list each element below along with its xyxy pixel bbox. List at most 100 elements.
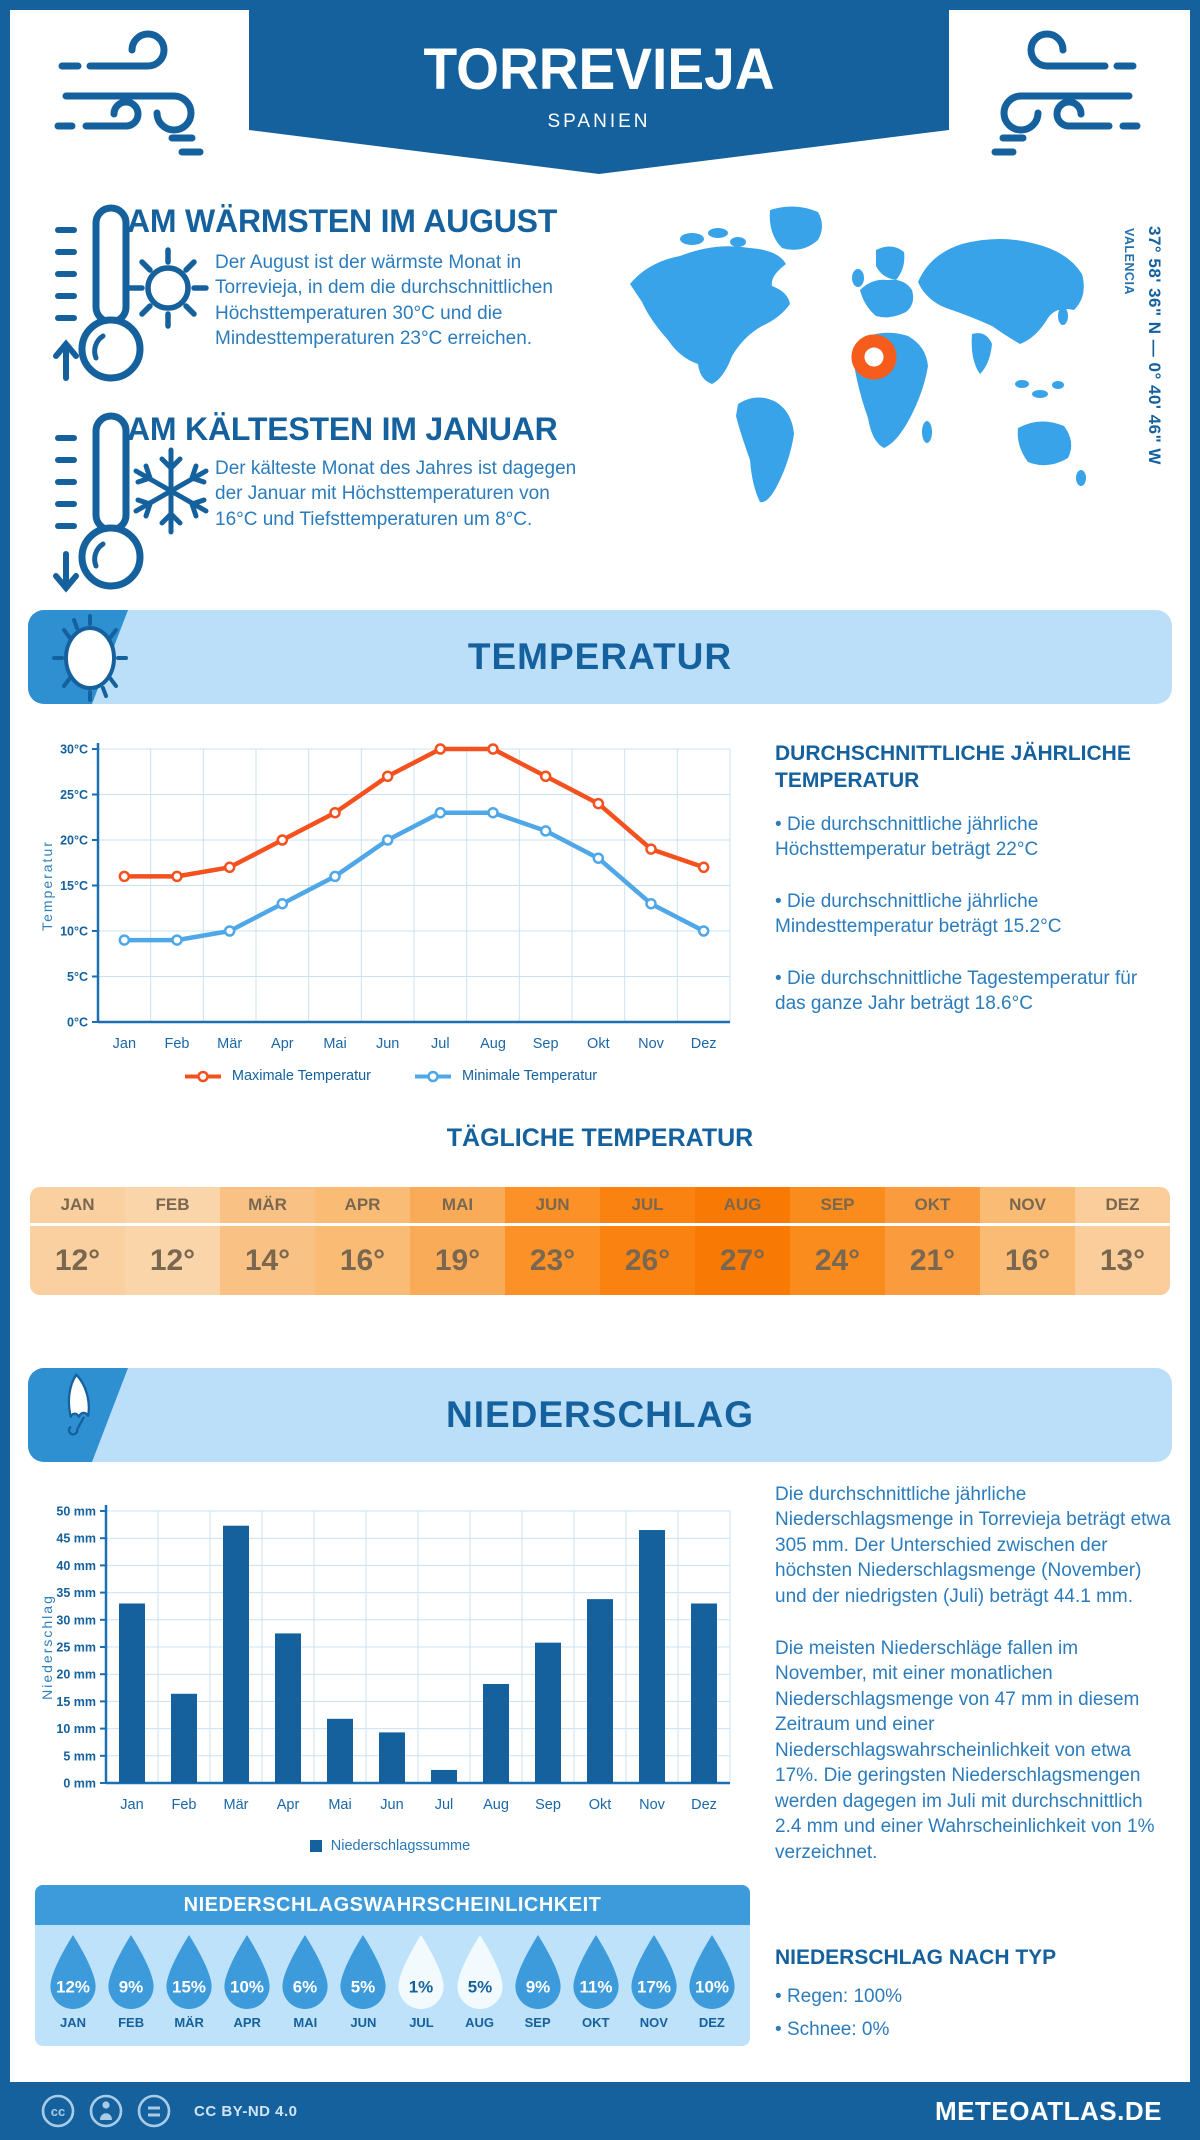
- svg-text:6%: 6%: [293, 1978, 317, 1997]
- probability-drop: 9% SEP: [512, 1933, 564, 2030]
- precip-bar: [483, 1683, 509, 1783]
- temp-table-value: 14°: [244, 1243, 291, 1277]
- temp-table-month: JUN: [505, 1187, 600, 1226]
- svg-text:Apr: Apr: [277, 1797, 300, 1813]
- svg-text:cc: cc: [51, 2104, 65, 2119]
- probability-drop: 15% MÄR: [163, 1933, 215, 2030]
- svg-text:Dez: Dez: [691, 1797, 717, 1813]
- svg-text:10%: 10%: [230, 1978, 264, 1997]
- precip-type-bullet: Regen: 100%: [775, 1984, 1173, 2009]
- precip-swatch: [309, 1840, 322, 1852]
- svg-text:35 mm: 35 mm: [56, 1586, 96, 1600]
- svg-text:10 mm: 10 mm: [56, 1722, 96, 1736]
- probability-drop: 11% OKT: [570, 1933, 622, 2030]
- probability-drop: 6% MAI: [279, 1933, 331, 2030]
- temp-table-value: 26°: [624, 1243, 671, 1277]
- location-region: VALENCIA: [1122, 228, 1136, 295]
- thermometer-warm-icon: [53, 204, 144, 382]
- max-temp-swatch: [184, 1070, 221, 1082]
- svg-text:12%: 12%: [56, 1978, 90, 1997]
- raindrop-icon: 1%: [398, 1935, 445, 2009]
- footer: cc CC BY-ND 4.0 METEOATLAS.DE: [0, 2082, 1200, 2140]
- legend-label-precip: Niederschlagssumme: [330, 1838, 471, 1854]
- svg-text:Mär: Mär: [224, 1797, 249, 1813]
- svg-text:11%: 11%: [579, 1978, 612, 1997]
- svg-text:Sep: Sep: [535, 1797, 561, 1813]
- svg-text:5 mm: 5 mm: [63, 1749, 96, 1763]
- precipitation-paragraph-2: Die meisten Niederschläge fallen im Nove…: [775, 1638, 1155, 1863]
- probability-drop: 10% APR: [221, 1933, 273, 2030]
- raindrop-icon: 15%: [166, 1935, 212, 2009]
- annual-temp-bullets: Die durchschnittliche jährliche Höchstte…: [775, 812, 1173, 1043]
- svg-text:Mär: Mär: [217, 1036, 242, 1052]
- svg-text:Jan: Jan: [113, 1036, 136, 1052]
- cc-icon: cc: [41, 2094, 75, 2128]
- svg-text:Aug: Aug: [483, 1797, 509, 1813]
- svg-text:30 mm: 30 mm: [56, 1613, 96, 1627]
- svg-text:25°C: 25°C: [60, 788, 88, 802]
- svg-text:0 mm: 0 mm: [63, 1777, 96, 1791]
- temp-table-month: MAI: [410, 1187, 505, 1226]
- temp-table-month: JAN: [30, 1187, 125, 1226]
- raindrop-icon: 12%: [50, 1935, 96, 2009]
- svg-text:Jun: Jun: [380, 1797, 403, 1813]
- svg-text:Apr: Apr: [271, 1036, 294, 1052]
- precip-bar: [639, 1530, 665, 1783]
- probability-drop: 12% JAN: [47, 1933, 99, 2030]
- sun-icon: [127, 247, 209, 329]
- precip-bar: [431, 1769, 457, 1783]
- precipitation-section-banner: NIEDERSCHLAG: [28, 1368, 1172, 1462]
- person-icon: [89, 2094, 123, 2128]
- svg-text:Nov: Nov: [639, 1797, 666, 1813]
- temp-table-month: FEB: [125, 1187, 220, 1226]
- temperature-chart-legend: Maximale Temperatur Minimale Temperatur: [40, 1068, 740, 1084]
- svg-text:Sep: Sep: [533, 1036, 559, 1052]
- raindrop-icon: 6%: [282, 1935, 328, 2009]
- svg-text:25 mm: 25 mm: [56, 1641, 96, 1655]
- raindrop-icon: 10%: [224, 1935, 270, 2009]
- precip-bar: [535, 1642, 561, 1783]
- probability-title: NIEDERSCHLAGSWAHRSCHEINLICHKEIT: [35, 1885, 750, 1925]
- temp-table-month: OKT: [885, 1187, 980, 1226]
- legend-item-precip: Niederschlagssumme: [309, 1838, 471, 1854]
- precip-bar: [275, 1633, 301, 1783]
- raindrop-icon: 5%: [340, 1935, 386, 2009]
- umbrella-icon: [67, 1373, 90, 1436]
- min-temp-swatch: [415, 1070, 452, 1082]
- probability-drop: 17% NOV: [628, 1933, 680, 2030]
- probability-month: SEP: [524, 2015, 551, 2030]
- raindrop-icon: 9%: [515, 1935, 561, 2009]
- raindrop-icon: 9%: [108, 1935, 154, 2009]
- svg-text:10%: 10%: [695, 1978, 729, 1997]
- svg-text:Dez: Dez: [691, 1036, 717, 1052]
- probability-month: JUN: [350, 2015, 377, 2030]
- temp-table-column: APR 16°: [315, 1187, 410, 1295]
- probability-month: FEB: [118, 2015, 145, 2030]
- precip-bar: [171, 1693, 197, 1783]
- precip-bar: [119, 1603, 145, 1783]
- world-map: [630, 206, 1086, 503]
- probability-drop: 5% AUG: [454, 1933, 506, 2030]
- annual-temp-bullet: Die durchschnittliche jährliche Mindestt…: [775, 889, 1173, 940]
- location-coordinates: 37° 58' 36" N — 0° 40' 46" W: [1145, 226, 1164, 465]
- legend-item-max: Maximale Temperatur: [183, 1068, 371, 1084]
- temp-table-month: SEP: [790, 1187, 885, 1226]
- temp-table-value: 23°: [529, 1243, 576, 1277]
- probability-month: MAI: [293, 2015, 318, 2030]
- precipitation-paragraph-1: Die durchschnittliche jährliche Niedersc…: [775, 1484, 1171, 1607]
- temp-table-column: OKT 21°: [885, 1187, 980, 1295]
- probability-month: JAN: [59, 2015, 86, 2030]
- probability-month: APR: [233, 2015, 261, 2030]
- probability-drop: 10% DEZ: [686, 1933, 738, 2030]
- precipitation-bar-chart: 0 mm 5 mm 10 mm 15 mm 20 mm 25 mm 30 mm 35 mm 40…: [40, 1505, 731, 1813]
- page-border-right: [1190, 0, 1200, 2082]
- page-title: TORREVIEJA: [423, 37, 775, 102]
- page-subtitle: SPANIEN: [547, 111, 651, 132]
- probability-month: MÄR: [174, 2015, 204, 2030]
- temp-table-month: APR: [315, 1187, 410, 1226]
- coldest-text: Der kälteste Monat des Jahres ist dagege…: [215, 458, 577, 530]
- temp-table-column: NOV 16°: [980, 1187, 1075, 1295]
- svg-text:5%: 5%: [467, 1978, 491, 1997]
- svg-text:Okt: Okt: [587, 1036, 610, 1052]
